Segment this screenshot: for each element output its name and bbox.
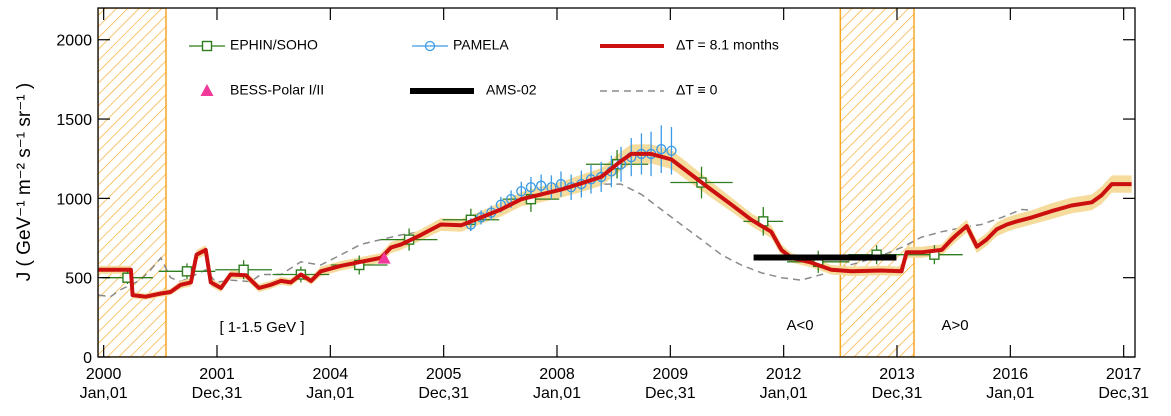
data-point	[525, 182, 537, 193]
shaded-region	[839, 8, 915, 357]
x-tick-label-line: Dec,31	[1098, 385, 1149, 402]
legend-marker	[200, 84, 214, 96]
plot-frame	[97, 7, 1136, 358]
x-tick-label-line: Jan,01	[986, 385, 1034, 402]
x-tick-label: 2005 Dec,31	[418, 366, 469, 402]
x-tick-label-line: 2016	[993, 366, 1029, 383]
x-tick-label: 2000 Jan,01	[80, 366, 128, 402]
x-tick-label-line: Jan,01	[533, 385, 581, 402]
annotation: A<0	[786, 317, 813, 334]
data-point	[238, 264, 249, 275]
legend-label: ΔT = 8.1 months	[676, 37, 779, 53]
x-tick-label-line: 2013	[879, 366, 915, 383]
axes: 0 500 1000 1500 2000 2000 Jan,01 2001 Dec,31 2004…	[56, 8, 1149, 402]
legend-marker	[424, 40, 436, 52]
shaded-region	[98, 8, 167, 357]
x-tick-label-line: 2004	[313, 366, 349, 383]
legend-label: ΔT ≡ 0	[676, 82, 718, 98]
x-tick-label: 2004 Jan,01	[306, 366, 354, 402]
legend-label: PAMELA	[453, 37, 509, 53]
legend-label: BESS-Polar I/II	[230, 82, 324, 98]
x-tick-label: 2013 Dec,31	[872, 366, 923, 402]
data-point	[516, 186, 527, 197]
legend-label: EPHIN/SOHO	[230, 37, 318, 53]
x-tick-label-line: Jan,01	[80, 385, 128, 402]
legend-label: AMS-02	[486, 82, 537, 98]
x-tick-label: 2012 Jan,01	[760, 366, 808, 402]
x-tick-label-line: 2008	[539, 366, 575, 383]
y-tick-label: 1000	[56, 191, 92, 208]
y-tick-label: 0	[83, 350, 92, 367]
y-tick-label: 1500	[56, 112, 92, 129]
x-tick-label-line: Dec,31	[872, 385, 923, 402]
x-tick-label-line: Dec,31	[645, 385, 696, 402]
x-tick-label: 2009 Dec,31	[645, 366, 696, 402]
data-point	[377, 251, 391, 264]
y-tick-label: 500	[65, 271, 92, 288]
x-tick-label-line: 2000	[86, 366, 122, 383]
legend-marker	[201, 40, 213, 52]
data-point	[535, 180, 547, 191]
x-tick-label: 2001 Dec,31	[192, 366, 243, 402]
data-point	[666, 145, 677, 156]
data-point	[656, 144, 667, 155]
x-tick-label-line: Jan,01	[760, 385, 808, 402]
x-tick-label-line: 2009	[653, 366, 689, 383]
x-tick-label-line: 2005	[426, 366, 462, 383]
x-tick-label: 2016 Jan,01	[986, 366, 1034, 402]
y-axis-label: J ( GeV⁻¹ m⁻² s⁻¹ sr⁻¹ )	[14, 83, 35, 281]
x-tick-label-line: Dec,31	[192, 385, 243, 402]
x-tick-label-line: 2012	[766, 366, 802, 383]
annotation: [ 1-1.5 GeV ]	[219, 319, 304, 336]
x-tick-label-line: Jan,01	[306, 385, 354, 402]
model-line	[98, 151, 1132, 299]
y-tick-label: 2000	[56, 33, 92, 50]
x-tick-label-line: 2001	[199, 366, 235, 383]
plot-area	[98, 8, 1132, 357]
annotation: A>0	[941, 317, 968, 334]
x-tick-label: 2017 Dec,31	[1098, 366, 1149, 402]
x-tick-label-line: 2017	[1106, 366, 1142, 383]
x-tick-label-line: Dec,31	[418, 385, 469, 402]
data-point	[181, 266, 193, 277]
x-tick-label: 2008 Jan,01	[533, 366, 581, 402]
